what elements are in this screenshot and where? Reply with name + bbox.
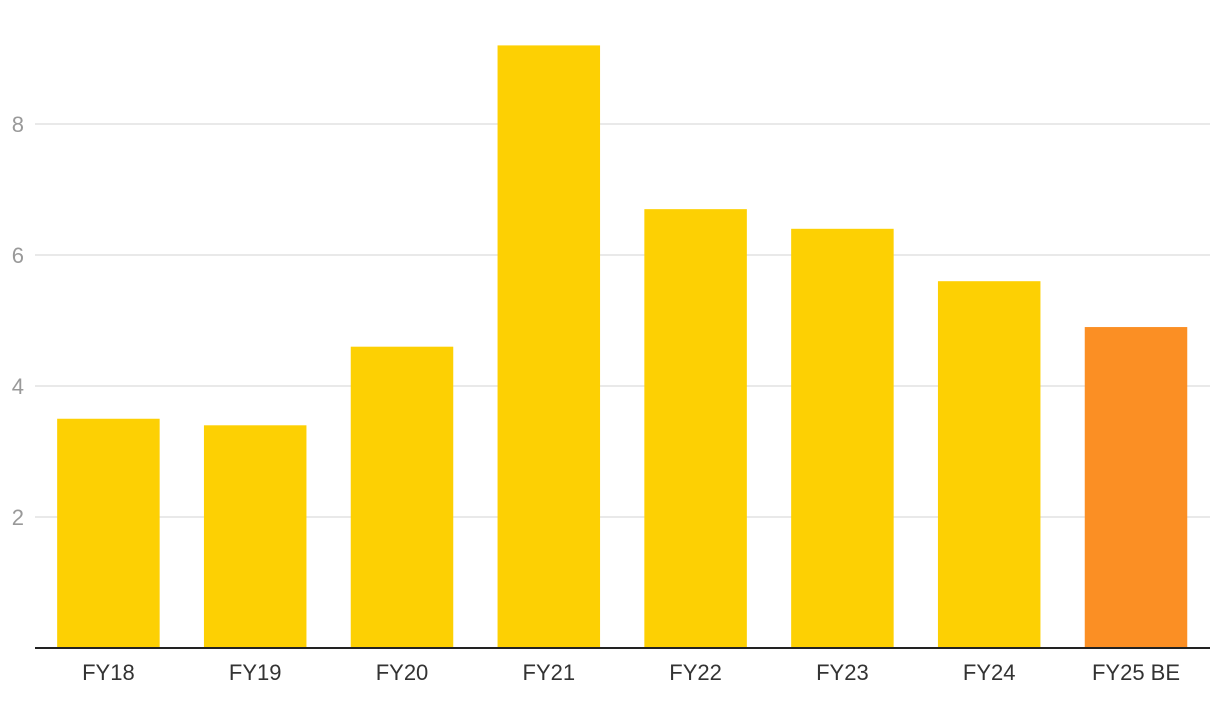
x-tick-label: FY20 xyxy=(376,660,429,685)
y-axis-ticks: 2 4 6 8 xyxy=(12,112,24,530)
bar-fy25-be xyxy=(1084,327,1188,648)
x-tick-label: FY25 BE xyxy=(1092,660,1180,685)
x-tick-label: FY18 xyxy=(82,660,135,685)
y-tick-label: 2 xyxy=(12,505,24,530)
bar-fy20 xyxy=(350,346,454,648)
bar-fy18 xyxy=(57,418,160,648)
x-axis-ticks: FY18 FY19 FY20 FY21 FY22 FY23 FY24 FY25 BE xyxy=(82,660,1180,685)
bar-fy23 xyxy=(791,228,894,649)
bar-fy22 xyxy=(644,209,747,648)
bar-fy19 xyxy=(203,425,307,648)
x-tick-label: FY22 xyxy=(669,660,722,685)
x-tick-label: FY21 xyxy=(523,660,576,685)
bar-fy21 xyxy=(497,45,601,648)
bars xyxy=(57,45,1188,649)
x-tick-label: FY19 xyxy=(229,660,282,685)
x-tick-label: FY23 xyxy=(816,660,869,685)
y-tick-label: 8 xyxy=(12,112,24,137)
y-tick-label: 6 xyxy=(12,243,24,268)
bar-fy24 xyxy=(937,281,1041,648)
y-tick-label: 4 xyxy=(12,374,24,399)
x-tick-label: FY24 xyxy=(963,660,1016,685)
